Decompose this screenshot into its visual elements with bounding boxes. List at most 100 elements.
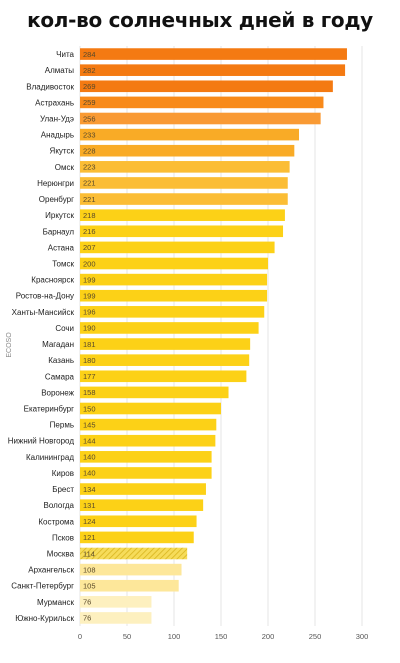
category-label: Оренбург xyxy=(39,195,74,204)
value-label: 108 xyxy=(83,565,96,574)
bar xyxy=(80,418,217,431)
value-label: 114 xyxy=(83,549,95,558)
value-label: 144 xyxy=(83,437,96,446)
value-label: 180 xyxy=(83,356,96,365)
value-label: 177 xyxy=(83,372,96,381)
value-label: 121 xyxy=(83,533,96,542)
bar xyxy=(80,612,152,624)
bar xyxy=(80,596,152,608)
bar xyxy=(80,563,182,576)
bar xyxy=(80,370,247,383)
category-label: Пермь xyxy=(50,421,74,430)
grid-lines xyxy=(79,46,363,626)
category-label: Калининград xyxy=(26,453,74,462)
value-label: 233 xyxy=(83,130,96,139)
value-label: 223 xyxy=(83,163,96,172)
bar xyxy=(80,96,324,109)
bar xyxy=(80,128,300,141)
category-label: Барнаул xyxy=(43,227,75,236)
bar xyxy=(80,499,204,511)
category-label: Сочи xyxy=(55,324,74,333)
value-label: 140 xyxy=(83,469,96,478)
value-label: 218 xyxy=(83,211,96,220)
value-label: 181 xyxy=(83,340,96,349)
x-tick-label: 250 xyxy=(309,632,322,641)
x-tick-label: 0 xyxy=(78,632,82,641)
x-tick-label: 150 xyxy=(215,632,228,641)
bar xyxy=(80,144,295,157)
category-label: Псков xyxy=(52,533,74,542)
value-label: 221 xyxy=(83,179,96,188)
category-label: Архангельск xyxy=(28,566,74,575)
bar xyxy=(80,289,268,302)
bar xyxy=(80,273,268,286)
bar xyxy=(80,467,212,479)
category-label: Нерюнгри xyxy=(37,179,74,188)
bar xyxy=(80,64,346,76)
bar xyxy=(80,209,285,221)
value-label: 196 xyxy=(83,308,96,317)
value-label: 284 xyxy=(83,50,96,59)
value-label: 282 xyxy=(83,66,96,75)
bar xyxy=(80,161,290,173)
bar xyxy=(80,225,284,238)
value-label: 124 xyxy=(83,517,96,526)
value-label: 150 xyxy=(83,404,96,413)
bar xyxy=(80,306,265,318)
category-label: Киров xyxy=(52,469,74,478)
category-label: Анадырь xyxy=(41,131,74,140)
x-axis-ticks: 0 50 100 150 200 250 300 xyxy=(78,632,368,641)
category-label: Самара xyxy=(45,372,75,381)
category-label: Алматы xyxy=(45,66,74,75)
category-label: Ханты-Мансийск xyxy=(12,308,75,317)
category-label: Санкт-Петербург xyxy=(11,582,74,591)
category-label: Вологда xyxy=(44,501,75,510)
x-tick-label: 50 xyxy=(123,632,131,641)
category-labels: Чита 284 Алматы 282 Владивосток 269 Астрахань 2… xyxy=(8,50,96,623)
category-label: Томск xyxy=(52,260,74,269)
bar xyxy=(80,402,221,415)
bar xyxy=(80,257,268,270)
category-label: Кострома xyxy=(38,517,74,526)
category-label: Ростов-на-Дону xyxy=(16,292,74,301)
value-label: 134 xyxy=(83,485,96,494)
value-label: 199 xyxy=(83,275,96,284)
category-label: Иркутск xyxy=(45,211,74,220)
x-tick-label: 300 xyxy=(356,632,369,641)
category-label: Казань xyxy=(48,356,74,365)
category-label: Улан-Удэ xyxy=(40,115,74,124)
category-label: Мурманск xyxy=(37,598,74,607)
bar xyxy=(80,241,275,254)
category-label: Москва xyxy=(47,550,75,559)
bar xyxy=(80,177,288,189)
value-label: 76 xyxy=(83,614,91,623)
value-label: 200 xyxy=(83,259,96,268)
x-tick-label: 200 xyxy=(262,632,275,641)
value-label: 207 xyxy=(83,243,96,252)
category-label: Воронеж xyxy=(41,388,74,397)
value-label: 259 xyxy=(83,98,96,107)
value-label: 158 xyxy=(83,388,96,397)
category-label: Красноярск xyxy=(31,276,74,285)
value-label: 221 xyxy=(83,195,96,204)
bar xyxy=(80,579,179,592)
value-label: 269 xyxy=(83,82,96,91)
bar xyxy=(80,322,259,334)
category-label: Астана xyxy=(48,243,75,252)
category-label: Омск xyxy=(55,163,75,172)
x-tick-label: 100 xyxy=(168,632,181,641)
category-label: Екатеринбург xyxy=(24,405,74,414)
value-label: 190 xyxy=(83,324,96,333)
bar xyxy=(80,112,321,125)
value-label: 145 xyxy=(83,420,96,429)
value-label: 228 xyxy=(83,147,96,156)
bar xyxy=(80,531,194,544)
bar xyxy=(80,483,206,495)
category-label: Астрахань xyxy=(35,98,74,107)
value-label: 105 xyxy=(83,582,96,591)
bar xyxy=(80,547,188,560)
value-label: 131 xyxy=(83,501,96,510)
category-label: Нижний Новгород xyxy=(8,437,75,446)
value-label: 140 xyxy=(83,453,96,462)
bar xyxy=(80,515,197,528)
